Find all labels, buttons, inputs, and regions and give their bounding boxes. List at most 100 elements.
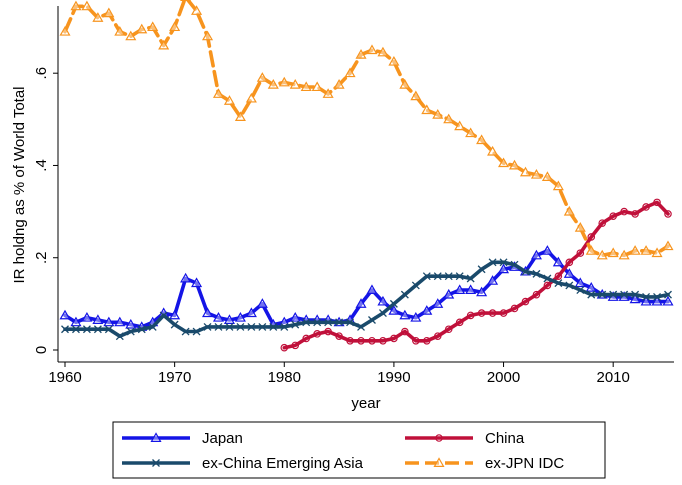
data-point (280, 322, 289, 331)
y-tick-label: .4 (33, 159, 50, 172)
data-point (576, 286, 585, 294)
data-point (191, 5, 203, 15)
legend-label: Japan (202, 430, 243, 447)
data-point (366, 44, 378, 55)
data-point (477, 265, 486, 274)
data-point (487, 145, 499, 156)
data-point (289, 79, 301, 89)
data-point (454, 284, 466, 295)
data-point (236, 322, 245, 331)
data-point (214, 322, 223, 331)
data-point (103, 316, 115, 327)
data-point (346, 318, 355, 327)
data-point (563, 205, 575, 216)
data-point (477, 309, 486, 317)
data-point (137, 325, 146, 334)
data-point (521, 297, 530, 306)
data-point (554, 279, 563, 288)
data-point (443, 288, 455, 299)
legend: Japan China ex-China Emerging Asia ex-JPN I… (112, 421, 606, 479)
data-point (333, 79, 345, 89)
data-point (267, 79, 279, 89)
data-point (104, 325, 113, 334)
data-point (247, 322, 256, 331)
data-point (335, 332, 343, 340)
data-point (234, 111, 246, 122)
y-ticks: 0 .2 .4 .6 (33, 67, 58, 354)
data-point (302, 334, 311, 343)
data-point (565, 258, 574, 267)
data-point (662, 240, 674, 251)
data-point (411, 281, 420, 290)
axes: 0 .2 .4 .6 1960 1970 1980 1990 2000 2010 IR hold… (11, 6, 674, 412)
data-point (346, 336, 354, 345)
data-point (300, 81, 312, 92)
data-point (81, 0, 93, 11)
data-point (530, 168, 542, 179)
data-point (563, 268, 575, 278)
data-point (609, 212, 617, 221)
data-point (192, 327, 201, 336)
data-point (278, 76, 290, 87)
data-point (169, 21, 181, 32)
data-point (390, 334, 398, 343)
x-tick-label: 1960 (48, 369, 81, 386)
data-point (443, 113, 455, 124)
data-point (455, 272, 464, 281)
data-point (280, 343, 289, 352)
data-point (61, 325, 69, 334)
data-point (399, 79, 411, 89)
data-point (191, 277, 203, 288)
data-point (357, 336, 365, 345)
data-point (552, 180, 564, 191)
data-point (574, 222, 586, 232)
data-point (72, 325, 80, 334)
x-tick-label: 2000 (487, 369, 520, 386)
x-axis-title: year (351, 395, 380, 412)
data-point (378, 309, 387, 318)
data-point (598, 290, 607, 299)
data-point (114, 316, 126, 327)
legend-label: ex-JPN IDC (485, 455, 564, 472)
data-point (620, 290, 629, 299)
data-point (587, 233, 596, 241)
data-point (499, 309, 508, 317)
data-point (324, 318, 333, 327)
series-ex-china-emerging-asia (61, 258, 672, 341)
data-point (313, 318, 322, 327)
data-point (115, 332, 124, 341)
data-point (159, 311, 168, 320)
data-point (212, 311, 225, 322)
data-point (291, 320, 300, 329)
y-tick-label: 0 (33, 346, 50, 354)
data-point (488, 258, 497, 267)
data-point (422, 336, 431, 345)
data-point (421, 305, 433, 315)
data-point (532, 269, 541, 278)
series-china (280, 198, 672, 352)
data-point (421, 104, 433, 115)
data-point (521, 267, 530, 276)
data-point (258, 322, 267, 331)
data-point (454, 120, 466, 131)
data-point (487, 275, 499, 285)
y-tick-label: .6 (33, 67, 50, 80)
data-point (642, 292, 651, 301)
data-point (585, 282, 597, 292)
x-tick-label: 2010 (596, 369, 629, 386)
legend-item-ex-china-emerging-asia: ex-China Emerging Asia (122, 455, 364, 472)
data-point (125, 30, 137, 41)
data-point (596, 249, 608, 260)
data-point (432, 109, 444, 119)
data-point (70, 316, 82, 327)
data-point (664, 290, 672, 299)
y-tick-label: .2 (33, 251, 50, 264)
data-point (565, 281, 574, 290)
data-point (444, 272, 453, 281)
data-point (543, 274, 552, 283)
data-point (291, 341, 300, 350)
data-point (170, 320, 179, 329)
data-point (629, 245, 641, 255)
data-point (148, 322, 157, 331)
